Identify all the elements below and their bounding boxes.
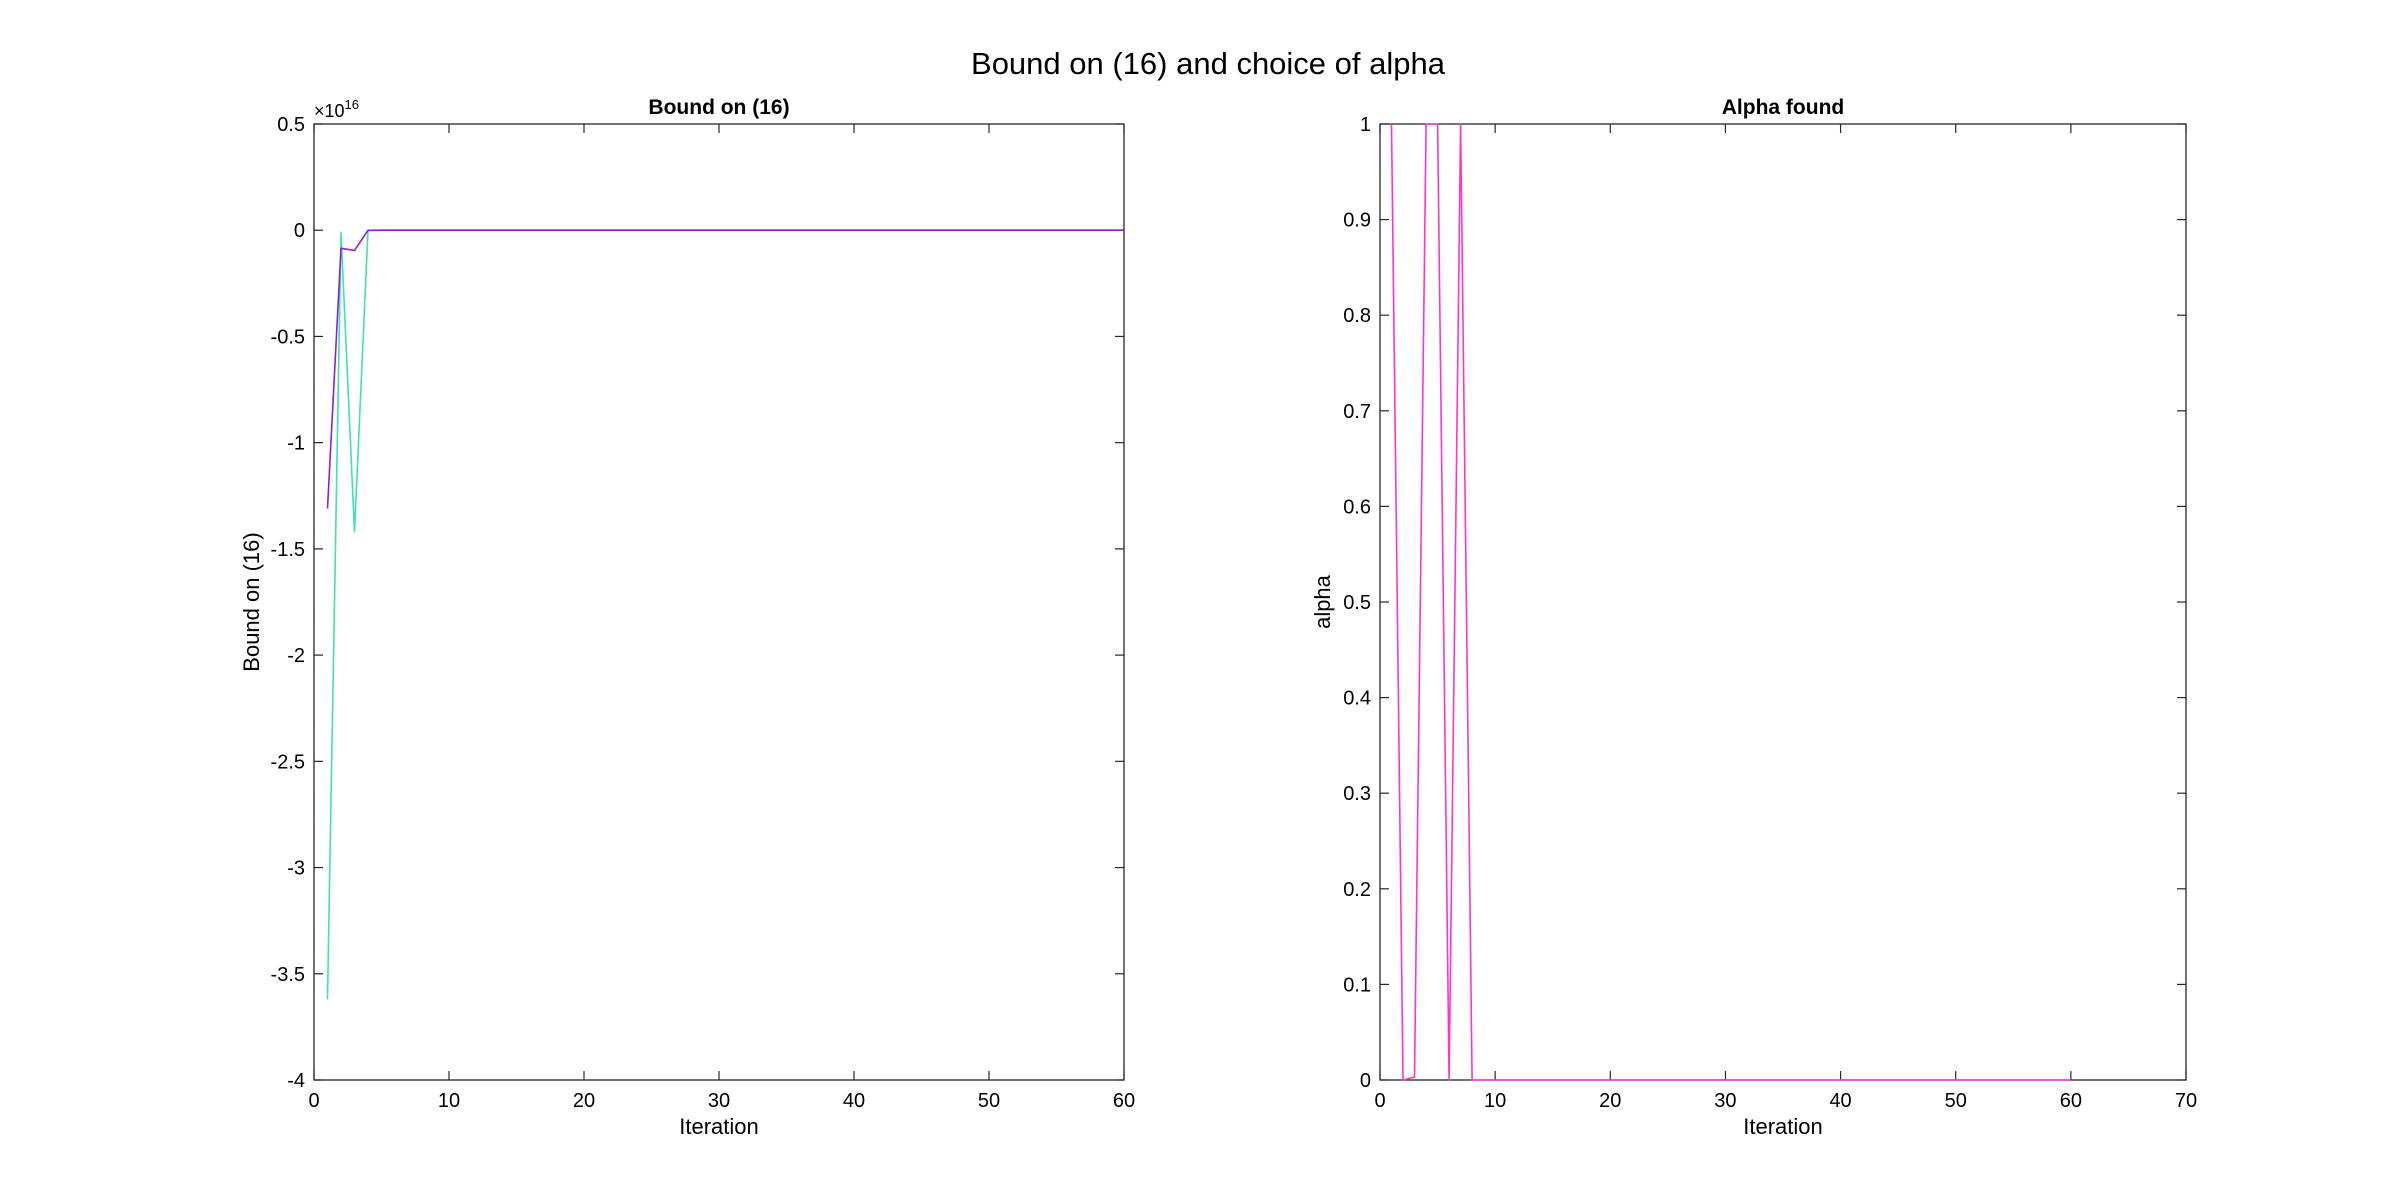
bound-y-tick-label: -4 <box>287 1070 305 1092</box>
bound-y-tick-label: 0 <box>294 220 305 242</box>
alpha-series-line-1 <box>1390 123 2071 1081</box>
bound-x-tick-label: 30 <box>708 1090 730 1112</box>
alpha-x-tick-label: 0 <box>1374 1090 1385 1112</box>
alpha-y-tick-label: 1 <box>1360 114 1371 136</box>
alpha-x-tick-label: 70 <box>2175 1090 2197 1112</box>
bound-x-tick-label: 0 <box>308 1090 319 1112</box>
bound-plot-area <box>313 123 1125 1081</box>
alpha-chart-title: Alpha found <box>1722 96 1844 119</box>
alpha-x-tick-label: 20 <box>1599 1090 1621 1112</box>
bound-x-tick-label: 50 <box>978 1090 1000 1112</box>
bound-y-tick-label: -2.5 <box>271 751 305 773</box>
alpha-y-tick-label: 0.5 <box>1343 592 1371 614</box>
alpha-x-tick-label: 10 <box>1484 1090 1506 1112</box>
bound-x-tick-label: 40 <box>843 1090 865 1112</box>
bound-chart-xlabel: Iteration <box>679 1114 759 1139</box>
figure-suptitle: Bound on (16) and choice of alpha <box>971 46 1446 81</box>
alpha-y-tick-label: 0.8 <box>1343 305 1371 327</box>
bound-x-tick-label: 10 <box>438 1090 460 1112</box>
alpha-plot-area <box>1379 123 2187 1081</box>
bound-y-tick-label: -3.5 <box>271 964 305 986</box>
bound-x-tick-label: 60 <box>1113 1090 1135 1112</box>
bound-x-tick-label: 20 <box>573 1090 595 1112</box>
bound-y-tick-label: -0.5 <box>271 326 305 348</box>
alpha-x-tick-label: 30 <box>1714 1090 1736 1112</box>
bound-chart-exponent: ×1016 <box>314 97 359 121</box>
bound-series-line-2 <box>326 229 1124 509</box>
alpha-y-tick-label: 0.2 <box>1343 879 1371 901</box>
alpha-y-tick-label: 0.7 <box>1343 401 1371 423</box>
alpha-y-tick-label: 0.9 <box>1343 210 1371 232</box>
alpha-x-tick-label: 40 <box>1829 1090 1851 1112</box>
alpha-y-tick-label: 0.3 <box>1343 783 1371 805</box>
bound-chart-title: Bound on (16) <box>648 96 789 119</box>
alpha-y-tick-label: 0 <box>1360 1070 1371 1092</box>
alpha-chart-ylabel: alpha <box>1310 574 1335 629</box>
bound-y-tick-label: -3 <box>287 858 305 880</box>
alpha-y-tick-label: 0.4 <box>1343 688 1371 710</box>
alpha-y-tick-label: 0.6 <box>1343 496 1371 518</box>
bound-y-tick-label: 0.5 <box>277 114 305 136</box>
bound-chart-ylabel: Bound on (16) <box>239 532 264 671</box>
bound-y-tick-label: -2 <box>287 645 305 667</box>
bound-y-tick-label: -1.5 <box>271 539 305 561</box>
alpha-chart: Alpha found Iteration alpha 0 10 20 30 40 50 6… <box>1310 96 2197 1139</box>
bound-y-tick-label: -1 <box>287 433 305 455</box>
exponent-base: ×10 <box>314 101 345 121</box>
alpha-y-tick-label: 0.1 <box>1343 974 1371 996</box>
alpha-x-tick-label: 60 <box>2060 1090 2082 1112</box>
alpha-x-tick-label: 50 <box>1945 1090 1967 1112</box>
alpha-chart-xlabel: Iteration <box>1743 1114 1823 1139</box>
bound-chart: Bound on (16) Iteration Bound on (16) ×1… <box>239 96 1135 1139</box>
exponent-power: 16 <box>345 97 359 112</box>
